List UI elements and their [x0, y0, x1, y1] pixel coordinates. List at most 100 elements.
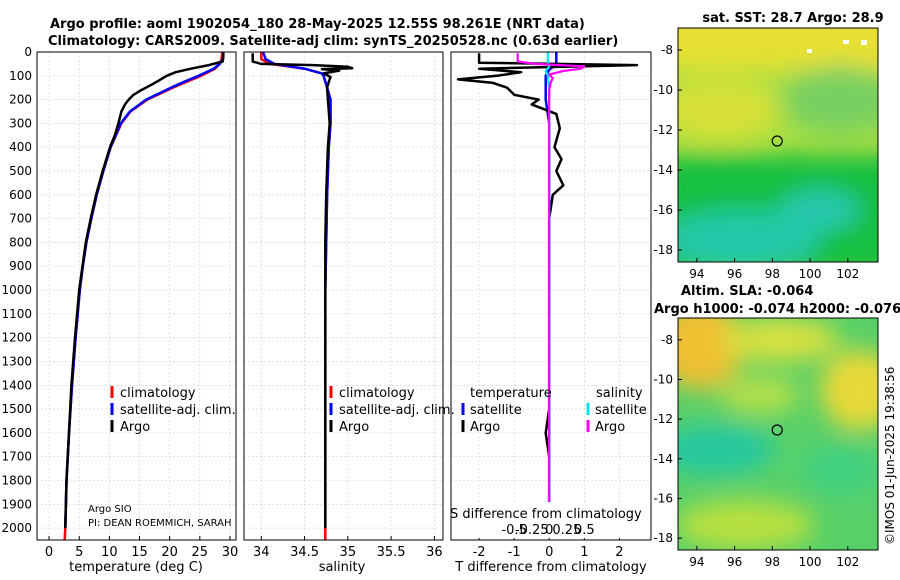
salinity-legend: climatology satellite-adj. clim. Argo: [329, 386, 455, 435]
map-y-tick-label: -16: [653, 491, 673, 505]
temperature-legend: climatology satellite-adj. clim. Argo: [110, 386, 236, 435]
legend-s-title: salinity: [596, 386, 643, 401]
sla-map: Altim. SLA: -0.064 Argo h1000: -0.074 h2…: [653, 284, 900, 569]
argo-position-marker: [771, 135, 783, 147]
sst-map-yticks: -8 -10 -12 -14 -16 -18: [653, 43, 682, 257]
salinity-panel: 34 34.5 35 35.5 36 salinity climatology sate…: [243, 51, 455, 575]
depth-ticks: 0 100 200 300 400 500 600 700 800 900 1000 1100 1200…: [1, 45, 32, 535]
map-x-tick-label: 96: [727, 555, 742, 569]
depth-tick-label: 1500: [1, 402, 32, 416]
sst-map-title: sat. SST: 28.7 Argo: 28.9: [702, 11, 883, 26]
depth-tick-label: 1700: [1, 450, 32, 464]
map-x-tick-label: 94: [689, 267, 704, 281]
sla-map-yticks: -8 -10 -12 -14 -16 -18: [653, 333, 682, 545]
map-y-tick-label: -8: [661, 43, 673, 57]
legend-clim-label: climatology: [339, 386, 415, 401]
x-tick-label: 15: [131, 545, 148, 560]
depth-tick-label: 800: [9, 235, 32, 249]
sst-map-frame: [677, 27, 879, 263]
legend-argo-label: Argo: [339, 420, 369, 435]
sst-map: sat. SST: 28.7 Argo: 28.9 94 96 98 100 102 -…: [653, 11, 883, 281]
title-line2: Climatology: CARS2009. Satellite-adj cli…: [48, 34, 618, 49]
x-tick-label: -1: [508, 545, 521, 560]
map-y-tick-label: -12: [653, 123, 673, 137]
s-diff-tick-label: 0.5: [574, 523, 595, 538]
title-line1: Argo profile: aoml 1902054_180 28-May-20…: [50, 17, 585, 32]
sla-map-image: [678, 318, 878, 550]
map-y-tick-label: -10: [653, 83, 673, 97]
timestamp-watermark: ©IMOS 01-Jun-2025 19:38:56: [883, 367, 897, 545]
salinity-axes-box: [243, 51, 444, 541]
legend-clim-label: climatology: [120, 386, 196, 401]
x-tick-label: -2: [473, 545, 486, 560]
depth-tick-label: 400: [9, 140, 32, 154]
depth-tick-label: 200: [9, 93, 32, 107]
difference-lines: [456, 52, 639, 529]
depth-tick-label: 1100: [1, 307, 32, 321]
map-x-tick-label: 94: [689, 555, 704, 569]
sla-map-title: Altim. SLA: -0.064: [681, 284, 813, 299]
series-line-argo: [64, 53, 225, 529]
depth-tick-label: 1900: [1, 497, 32, 511]
map-x-tick-label: 100: [799, 267, 822, 281]
depth-tick-label: 1000: [1, 283, 32, 297]
depth-tick-label: 900: [9, 259, 32, 273]
difference-top-axis: S difference from climatology -0.5-0.250…: [450, 502, 650, 538]
temperature-lines: [63, 52, 225, 540]
depth-tick-label: 1200: [1, 331, 32, 345]
difference-grid: [451, 51, 651, 540]
legend-sat-label: satellite-adj. clim.: [339, 403, 455, 418]
legend-s-argo-label: Argo: [595, 420, 625, 435]
temperature-xlabel: temperature (deg C): [69, 560, 203, 575]
salinity-xticks: 34 34.5 35 35.5 36: [253, 536, 443, 560]
difference-xlabel: T difference from climatology: [454, 560, 647, 575]
depth-tick-label: 500: [9, 164, 32, 178]
x-tick-label: 2: [615, 545, 623, 560]
x-tick-label: 20: [161, 545, 178, 560]
sla-map-frame: [677, 317, 879, 551]
sla-map-subtitle: Argo h1000: -0.074 h2000: -0.076: [654, 302, 900, 317]
sst-map-image: [678, 28, 878, 262]
depth-tick-label: 100: [9, 69, 32, 83]
salinity-grid: [244, 51, 443, 540]
x-tick-label: 35.5: [377, 545, 406, 560]
map-y-tick-label: -14: [653, 163, 673, 177]
map-y-tick-label: -16: [653, 203, 673, 217]
temperature-panel: 0100200300400500600700800900100011001200…: [1, 45, 238, 575]
salinity-lines: [251, 52, 354, 540]
s-diff-tick-label: 0: [545, 523, 553, 538]
depth-tick-label: 600: [9, 188, 32, 202]
map-x-tick-label: 98: [765, 267, 780, 281]
temperature-xticks: 0 5 10 15 20 25 30: [45, 536, 238, 560]
x-tick-label: 25: [192, 545, 209, 560]
x-tick-label: 0: [545, 545, 553, 560]
depth-tick-label: 1600: [1, 426, 32, 440]
legend-t-sat-label: satellite: [470, 403, 522, 418]
depth-tick-label: 1400: [1, 378, 32, 392]
map-x-tick-label: 102: [836, 555, 859, 569]
annotation-line2: PI: DEAN ROEMMICH, SARAH: [88, 518, 232, 529]
depth-tick-label: 300: [9, 116, 32, 130]
s-diff-label: S difference from climatology: [450, 507, 642, 522]
map-y-tick-label: -18: [653, 243, 673, 257]
salinity-xlabel: salinity: [319, 560, 366, 575]
x-tick-label: 30: [222, 545, 239, 560]
x-tick-label: 5: [75, 545, 83, 560]
sst-map-xticks: 94 96 98 100 102: [689, 258, 859, 281]
x-tick-label: 0: [45, 545, 53, 560]
series-line-argo: [251, 53, 354, 529]
x-tick-label: 34.5: [290, 545, 319, 560]
annotation-line1: Argo SIO: [88, 504, 132, 515]
s-diff-tick-label: -0.5: [501, 523, 526, 538]
map-x-tick-label: 100: [799, 555, 822, 569]
map-y-tick-label: -18: [653, 531, 673, 545]
depth-tick-label: 1300: [1, 354, 32, 368]
legend-sat-label: satellite-adj. clim.: [120, 403, 236, 418]
s-diff-tick-label: -0.25: [515, 523, 549, 538]
top-axis-background: [452, 502, 650, 538]
map-y-tick-label: -10: [653, 372, 673, 386]
s-diff-tick-label: 0.25: [552, 523, 581, 538]
x-tick-label: 1: [580, 545, 588, 560]
legend-t-argo-label: Argo: [470, 420, 500, 435]
